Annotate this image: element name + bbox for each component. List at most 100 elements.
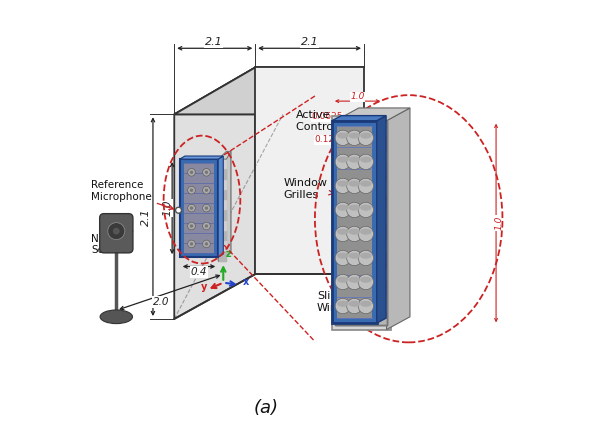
FancyBboxPatch shape	[184, 163, 214, 253]
Circle shape	[335, 202, 350, 218]
Circle shape	[335, 154, 350, 169]
Circle shape	[113, 228, 120, 235]
Circle shape	[335, 251, 350, 266]
Polygon shape	[386, 108, 410, 329]
Circle shape	[347, 154, 362, 169]
Circle shape	[347, 275, 362, 290]
Ellipse shape	[349, 181, 360, 187]
Polygon shape	[174, 67, 364, 115]
Text: 0.125: 0.125	[338, 320, 364, 329]
Ellipse shape	[360, 205, 371, 211]
Text: 1.0: 1.0	[162, 200, 172, 216]
Text: 0.4: 0.4	[191, 267, 207, 277]
Ellipse shape	[349, 205, 360, 211]
Circle shape	[347, 251, 362, 266]
Circle shape	[335, 227, 350, 242]
Text: 0.0625: 0.0625	[311, 112, 343, 121]
Ellipse shape	[360, 133, 371, 139]
Circle shape	[335, 178, 350, 193]
Circle shape	[335, 275, 350, 290]
Polygon shape	[174, 67, 364, 115]
Circle shape	[190, 224, 193, 228]
FancyBboxPatch shape	[335, 121, 386, 325]
Polygon shape	[180, 156, 223, 159]
Circle shape	[188, 240, 196, 248]
Text: z: z	[226, 249, 231, 259]
Text: x: x	[243, 277, 249, 287]
Circle shape	[205, 224, 208, 228]
Circle shape	[203, 186, 210, 194]
Ellipse shape	[337, 181, 349, 187]
Circle shape	[188, 222, 196, 230]
FancyBboxPatch shape	[332, 116, 391, 330]
Circle shape	[205, 188, 208, 192]
Text: 1.0: 1.0	[495, 216, 504, 230]
Circle shape	[358, 154, 374, 169]
Ellipse shape	[360, 277, 371, 283]
FancyBboxPatch shape	[337, 126, 371, 318]
Polygon shape	[255, 67, 364, 274]
Polygon shape	[218, 151, 231, 159]
Circle shape	[203, 169, 210, 176]
Circle shape	[203, 222, 210, 230]
Polygon shape	[174, 67, 255, 319]
Circle shape	[347, 202, 362, 218]
Polygon shape	[218, 156, 223, 257]
Ellipse shape	[337, 157, 349, 163]
Text: (a): (a)	[253, 399, 278, 417]
Text: 0.125: 0.125	[314, 136, 340, 145]
Circle shape	[358, 227, 374, 242]
Circle shape	[190, 206, 193, 210]
Ellipse shape	[337, 205, 349, 211]
Circle shape	[188, 204, 196, 212]
Circle shape	[203, 204, 210, 212]
Ellipse shape	[360, 229, 371, 235]
Ellipse shape	[337, 277, 349, 283]
FancyBboxPatch shape	[332, 121, 377, 323]
Ellipse shape	[337, 253, 349, 259]
FancyBboxPatch shape	[218, 158, 226, 260]
Circle shape	[358, 130, 374, 145]
Circle shape	[347, 178, 362, 193]
Circle shape	[190, 242, 193, 246]
Circle shape	[205, 171, 208, 174]
FancyBboxPatch shape	[180, 159, 218, 257]
Circle shape	[347, 130, 362, 145]
Circle shape	[358, 202, 374, 218]
Text: Sliding
Window: Sliding Window	[317, 291, 361, 313]
Circle shape	[176, 207, 182, 213]
Polygon shape	[332, 116, 386, 121]
Ellipse shape	[349, 277, 360, 283]
Ellipse shape	[360, 157, 371, 163]
Ellipse shape	[349, 229, 360, 235]
Polygon shape	[377, 116, 386, 323]
Text: 2.1: 2.1	[301, 37, 318, 47]
Text: 2.1: 2.1	[141, 208, 151, 226]
FancyBboxPatch shape	[100, 214, 133, 253]
Circle shape	[205, 242, 208, 246]
Ellipse shape	[349, 253, 360, 259]
Polygon shape	[218, 151, 231, 260]
Circle shape	[358, 275, 374, 290]
Circle shape	[358, 251, 374, 266]
Circle shape	[358, 299, 374, 314]
Text: Window
Grilles: Window Grilles	[284, 178, 334, 200]
Ellipse shape	[360, 181, 371, 187]
Circle shape	[203, 240, 210, 248]
Circle shape	[190, 171, 193, 174]
Ellipse shape	[360, 253, 371, 259]
Ellipse shape	[337, 301, 349, 307]
Circle shape	[358, 178, 374, 193]
Text: Active
Control Units: Active Control Units	[296, 110, 368, 132]
Ellipse shape	[337, 229, 349, 235]
Ellipse shape	[349, 301, 360, 307]
Ellipse shape	[360, 301, 371, 307]
Circle shape	[190, 188, 193, 192]
Ellipse shape	[349, 157, 360, 163]
Text: y: y	[201, 282, 207, 293]
Text: Reference
Microphone: Reference Microphone	[91, 180, 173, 209]
Ellipse shape	[337, 133, 349, 139]
Text: 2.1: 2.1	[205, 37, 223, 47]
Circle shape	[347, 227, 362, 242]
Polygon shape	[335, 108, 410, 121]
